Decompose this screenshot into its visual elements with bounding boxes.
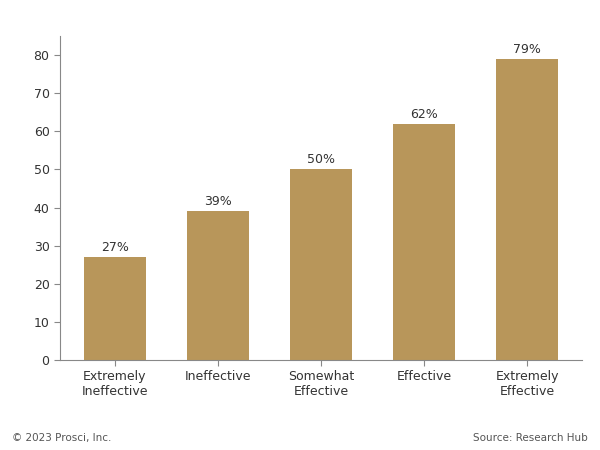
Text: Source: Research Hub: Source: Research Hub: [473, 433, 588, 443]
Bar: [393, 124, 455, 360]
Text: 39%: 39%: [204, 195, 232, 208]
Bar: [84, 257, 146, 360]
Bar: [187, 212, 249, 360]
Text: 79%: 79%: [514, 43, 541, 56]
Text: 50%: 50%: [307, 153, 335, 166]
Text: 27%: 27%: [101, 241, 128, 254]
Bar: [290, 169, 352, 360]
Bar: [496, 59, 558, 360]
Text: 62%: 62%: [410, 108, 438, 121]
Text: © 2023 Prosci, Inc.: © 2023 Prosci, Inc.: [12, 433, 112, 443]
